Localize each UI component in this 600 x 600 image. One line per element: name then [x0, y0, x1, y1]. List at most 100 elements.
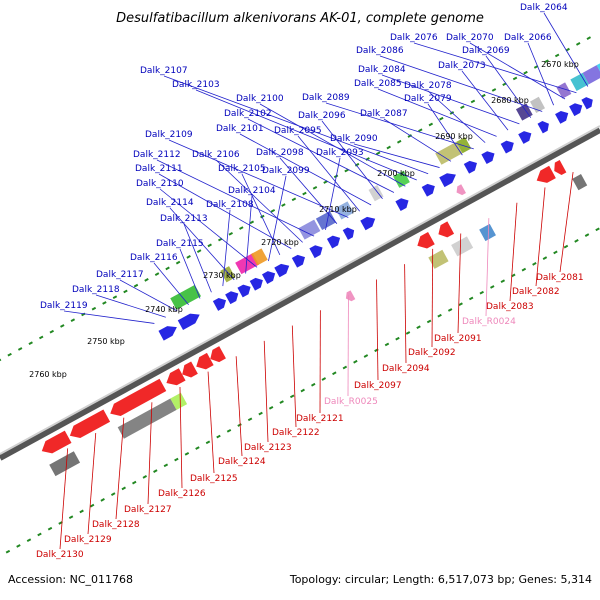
- forward-feature[interactable]: [298, 219, 321, 240]
- forward-gene[interactable]: [569, 101, 585, 117]
- reverse-gene[interactable]: [38, 430, 72, 458]
- reverse-feature[interactable]: [428, 249, 449, 269]
- forward-gene[interactable]: [274, 261, 292, 278]
- reverse-gene[interactable]: [107, 378, 167, 420]
- gene-label[interactable]: Dalk_2087: [360, 109, 408, 119]
- forward-feature[interactable]: [570, 72, 589, 91]
- gene-label[interactable]: Dalk_2097: [354, 381, 402, 391]
- gene-label[interactable]: Dalk_2085: [354, 79, 402, 89]
- reverse-gene[interactable]: [533, 165, 556, 187]
- forward-gene[interactable]: [326, 233, 343, 249]
- reverse-gene[interactable]: [193, 352, 214, 373]
- gene-label[interactable]: Dalk_2113: [160, 214, 208, 224]
- gene-label[interactable]: Dalk_2114: [146, 198, 194, 208]
- gene-label[interactable]: Dalk_2123: [244, 443, 292, 453]
- forward-feature[interactable]: [235, 253, 259, 275]
- reverse-feature[interactable]: [170, 392, 188, 410]
- forward-gene[interactable]: [262, 269, 278, 284]
- gene-label[interactable]: Dalk_2076: [390, 33, 438, 43]
- gene-label[interactable]: Dalk_2112: [133, 150, 181, 160]
- gene-label[interactable]: Dalk_2130: [36, 550, 84, 560]
- gene-label[interactable]: Dalk_2105: [218, 164, 266, 174]
- gene-label[interactable]: Dalk_2100: [236, 94, 284, 104]
- gene-label[interactable]: Dalk_2078: [404, 81, 452, 91]
- gene-label[interactable]: Dalk_2127: [124, 505, 172, 515]
- gene-label[interactable]: Dalk_2094: [382, 364, 430, 374]
- reverse-gene[interactable]: [163, 368, 186, 389]
- forward-gene[interactable]: [421, 181, 438, 197]
- gene-label[interactable]: Dalk_2083: [486, 302, 534, 312]
- forward-gene[interactable]: [581, 95, 595, 110]
- forward-feature[interactable]: [582, 65, 600, 85]
- forward-feature[interactable]: [170, 284, 202, 310]
- reverse-feature[interactable]: [572, 174, 588, 191]
- forward-feature[interactable]: [529, 96, 546, 114]
- gene-label[interactable]: Dalk_2082: [512, 287, 560, 297]
- gene-label[interactable]: Dalk_2108: [206, 200, 254, 210]
- gene-label[interactable]: Dalk_2091: [434, 334, 482, 344]
- reverse-gene[interactable]: [414, 231, 435, 252]
- forward-feature[interactable]: [435, 141, 463, 165]
- forward-gene[interactable]: [537, 119, 552, 134]
- forward-gene[interactable]: [291, 252, 308, 268]
- reverse-feature[interactable]: [479, 223, 496, 242]
- gene-label[interactable]: Dalk_2095: [274, 126, 322, 136]
- gene-label[interactable]: Dalk_2090: [330, 134, 378, 144]
- gene-label[interactable]: Dalk_R0025: [324, 397, 378, 407]
- gene-label[interactable]: Dalk_2107: [140, 66, 188, 76]
- gene-label[interactable]: Dalk_2102: [224, 109, 272, 119]
- forward-gene[interactable]: [177, 310, 203, 331]
- forward-gene[interactable]: [555, 108, 571, 124]
- gene-label[interactable]: Dalk_2117: [96, 270, 144, 280]
- gene-label[interactable]: Dalk_2070: [446, 33, 494, 43]
- forward-gene[interactable]: [360, 214, 378, 231]
- gene-label[interactable]: Dalk_2092: [408, 348, 456, 358]
- gene-label[interactable]: Dalk_2118: [72, 285, 120, 295]
- forward-gene[interactable]: [342, 225, 357, 240]
- forward-feature[interactable]: [393, 170, 410, 188]
- gene-label[interactable]: Dalk_2086: [356, 46, 404, 56]
- gene-label[interactable]: Dalk_2129: [64, 535, 112, 545]
- gene-label[interactable]: Dalk_2122: [272, 428, 320, 438]
- gene-label[interactable]: Dalk_2109: [145, 130, 193, 140]
- gene-label[interactable]: Dalk_2084: [358, 65, 406, 75]
- gene-label[interactable]: Dalk_2111: [135, 164, 183, 174]
- forward-feature[interactable]: [456, 137, 472, 154]
- reverse-gene[interactable]: [435, 221, 455, 240]
- gene-label[interactable]: Dalk_2119: [40, 301, 88, 311]
- forward-feature[interactable]: [556, 82, 572, 99]
- gene-label[interactable]: Dalk_2116: [130, 253, 178, 263]
- reverse-feature[interactable]: [451, 236, 474, 257]
- reverse-gene[interactable]: [207, 346, 226, 365]
- reverse-gene[interactable]: [67, 409, 111, 441]
- gene-label[interactable]: Dalk_2124: [218, 457, 266, 467]
- forward-gene[interactable]: [237, 282, 253, 298]
- gene-label[interactable]: Dalk_2064: [520, 3, 568, 13]
- forward-gene[interactable]: [158, 322, 179, 341]
- forward-gene[interactable]: [439, 170, 458, 188]
- gene-label[interactable]: Dalk_R0024: [462, 317, 516, 327]
- gene-label[interactable]: Dalk_2073: [438, 61, 486, 71]
- gene-label[interactable]: Dalk_2125: [190, 474, 238, 484]
- gene-label[interactable]: Dalk_2126: [158, 489, 206, 499]
- gene-label[interactable]: Dalk_2089: [302, 93, 350, 103]
- gene-label[interactable]: Dalk_2069: [462, 46, 510, 56]
- forward-feature[interactable]: [368, 185, 384, 202]
- gene-label[interactable]: Dalk_2101: [216, 124, 264, 134]
- forward-feature[interactable]: [250, 248, 268, 266]
- gene-label[interactable]: Dalk_2096: [298, 111, 346, 121]
- gene-label[interactable]: Dalk_2103: [172, 80, 220, 90]
- forward-gene[interactable]: [225, 289, 241, 305]
- forward-gene[interactable]: [395, 196, 411, 212]
- gene-label[interactable]: Dalk_2110: [136, 179, 184, 189]
- gene-label[interactable]: Dalk_2081: [536, 273, 584, 283]
- reverse-feature[interactable]: [49, 451, 81, 477]
- forward-feature[interactable]: [515, 103, 533, 121]
- forward-feature[interactable]: [315, 210, 337, 231]
- gene-label[interactable]: Dalk_2104: [228, 186, 276, 196]
- forward-gene[interactable]: [249, 275, 266, 291]
- gene-label[interactable]: Dalk_2093: [316, 148, 364, 158]
- gene-label[interactable]: Dalk_2098: [256, 148, 304, 158]
- gene-label[interactable]: Dalk_2099: [262, 166, 310, 176]
- forward-feature[interactable]: [335, 201, 354, 220]
